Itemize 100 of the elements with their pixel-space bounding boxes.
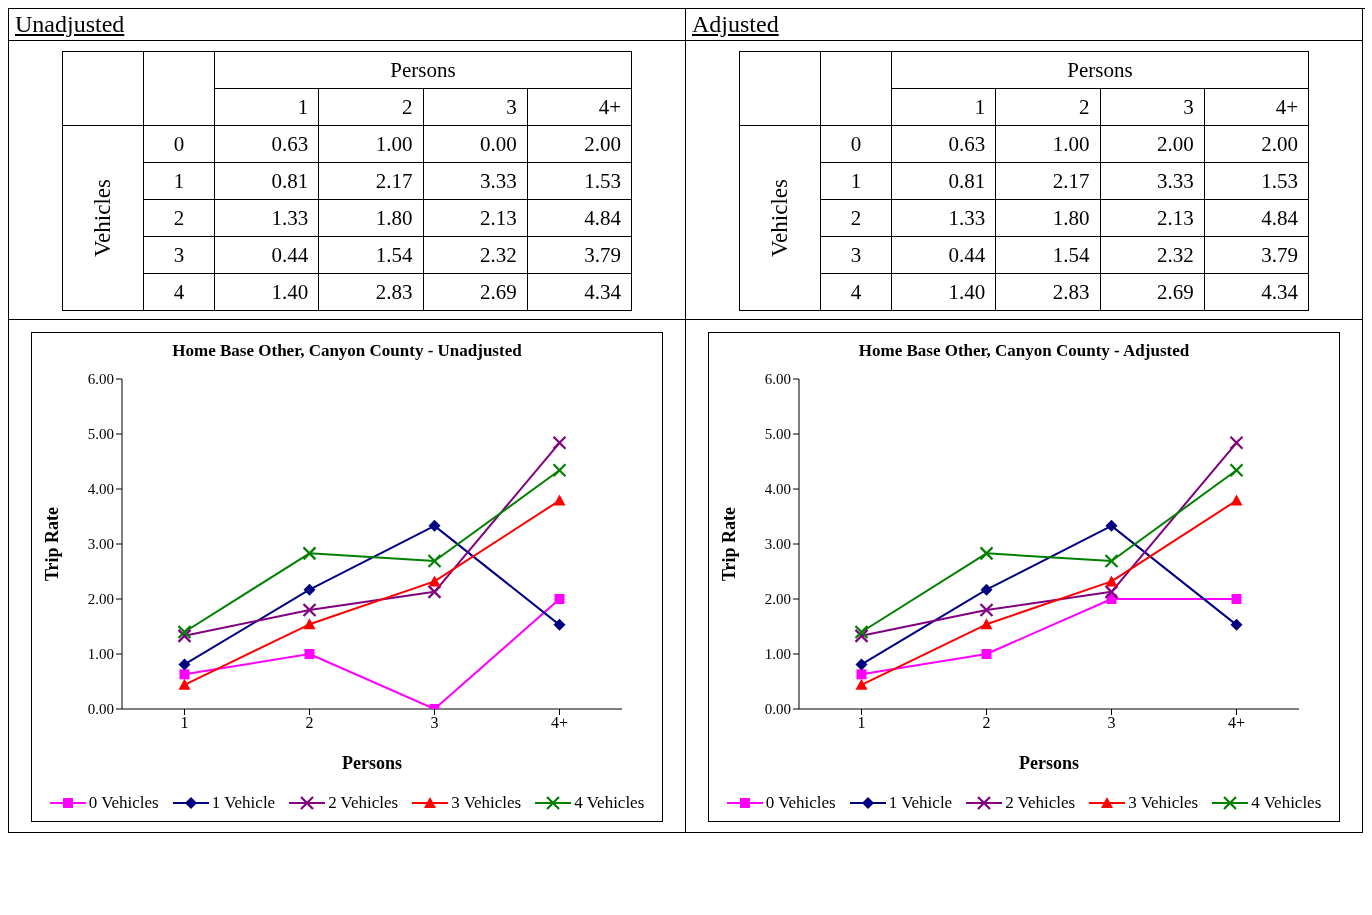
data-label: 2.13 [423, 199, 528, 237]
data-label: 2.00 [1204, 125, 1309, 163]
data-label: 2.17 [318, 162, 423, 200]
point [302, 602, 317, 618]
y-axis-title: Trip Rate [719, 506, 740, 582]
y-tick-label: 6.00 [764, 371, 791, 388]
data-label: 4.34 [1204, 273, 1309, 311]
x-tick-label: 3 [1100, 88, 1205, 126]
data-label: 4.34 [527, 273, 632, 311]
y-tick-label: 1 [820, 162, 892, 200]
point [177, 628, 192, 643]
data-label: 1.54 [318, 236, 423, 274]
point [855, 658, 868, 671]
data-label: 1.33 [214, 199, 319, 237]
y-tick-label: 0 [820, 125, 892, 163]
y-axis-title: Vehicles [767, 178, 793, 258]
data-label: 2.83 [318, 273, 423, 311]
legend-label: 0 Vehicles [87, 793, 159, 813]
x-tick-label: 2 [305, 714, 314, 732]
y-tick-label: 0.00 [87, 701, 114, 718]
x-tick-label: 1 [891, 88, 996, 126]
y-tick-label: 0 [143, 125, 215, 163]
x-axis-title: Persons [342, 753, 402, 773]
legend-label: 3 Vehicles [450, 793, 522, 813]
y-tick-label: 3.00 [87, 536, 114, 553]
point [552, 463, 567, 478]
data-label: 1.80 [995, 199, 1100, 237]
legend-label: 3 Vehicles [1127, 793, 1199, 813]
y-axis-title: Trip Rate [42, 506, 63, 582]
data-label: 2.32 [423, 236, 528, 274]
point [427, 584, 442, 599]
x-tick-label: 2 [982, 714, 991, 732]
y-tick-label: 2.00 [87, 591, 114, 608]
data-label: 2.69 [423, 273, 528, 311]
point [980, 618, 993, 630]
data-label: 1.40 [214, 273, 319, 311]
data-label: 1.80 [318, 199, 423, 237]
data-label: 1.33 [891, 199, 996, 237]
x-tick-label: 4+ [527, 88, 632, 126]
y-tick-label: 2 [820, 199, 892, 237]
point [303, 618, 316, 630]
y-tick-label: 2.00 [764, 591, 791, 608]
data-label: 1.00 [995, 125, 1100, 163]
point [856, 669, 867, 680]
x-tick-label: 4+ [1227, 714, 1246, 732]
y-tick-label: 3 [820, 236, 892, 274]
x-tick-label: 3 [423, 88, 528, 126]
data-label: 0.00 [423, 125, 528, 163]
point [981, 649, 992, 659]
point [303, 583, 316, 596]
y-tick-label: 1 [143, 162, 215, 200]
data-label: 1.53 [1204, 162, 1309, 200]
point [177, 624, 192, 640]
point [427, 553, 442, 569]
y-tick-label: 4 [820, 273, 892, 311]
point [1105, 575, 1118, 587]
data-label: 3.33 [1100, 162, 1205, 200]
y-tick-label: 3.00 [764, 536, 791, 553]
data-label: 2.83 [995, 273, 1100, 311]
chart-title: Home Base Other, Canyon County - Adjusted [857, 341, 1191, 361]
y-tick-label: 4 [143, 273, 215, 311]
point [854, 628, 869, 643]
point [302, 546, 317, 561]
legend-label: 0 Vehicles [764, 793, 836, 813]
point [1230, 494, 1243, 506]
point [979, 602, 994, 618]
point [1229, 463, 1244, 478]
y-tick-label: 4.00 [764, 481, 791, 498]
point [553, 618, 566, 631]
point [855, 678, 868, 690]
legend-label: 4 Vehicles [573, 793, 645, 813]
data-label: 0.81 [214, 162, 319, 200]
data-label: 3.79 [527, 236, 632, 274]
data-label: 0.44 [891, 236, 996, 274]
y-tick-label: 5.00 [87, 426, 114, 443]
point [854, 624, 869, 640]
data-label: 1.54 [995, 236, 1100, 274]
point [304, 649, 315, 659]
x-axis-title: Persons [1019, 753, 1079, 773]
legend-label: 4 Vehicles [1250, 793, 1322, 813]
x-axis-title: Persons [214, 51, 632, 89]
y-tick-label: 6.00 [87, 371, 114, 388]
data-label: 2.69 [1100, 273, 1205, 311]
point [178, 658, 191, 671]
y-tick-label: 0.00 [764, 701, 791, 718]
chart-title: Unadjusted [9, 9, 685, 41]
data-label: 0.81 [891, 162, 996, 200]
point [1231, 594, 1242, 604]
chart-title: Home Base Other, Canyon County - Unadjusted [171, 341, 523, 361]
data-label: 3.79 [1204, 236, 1309, 274]
x-tick-label: 2 [318, 88, 423, 126]
data-label: 2.00 [1100, 125, 1205, 163]
legend-label: 1 Vehicle [210, 793, 276, 813]
x-tick-label: 4+ [550, 714, 569, 732]
data-label: 2.13 [1100, 199, 1205, 237]
data-label: 4.84 [1204, 199, 1309, 237]
point [554, 594, 565, 604]
x-tick-label: 4+ [1204, 88, 1309, 126]
data-label: 3.33 [423, 162, 528, 200]
point [1104, 553, 1119, 569]
